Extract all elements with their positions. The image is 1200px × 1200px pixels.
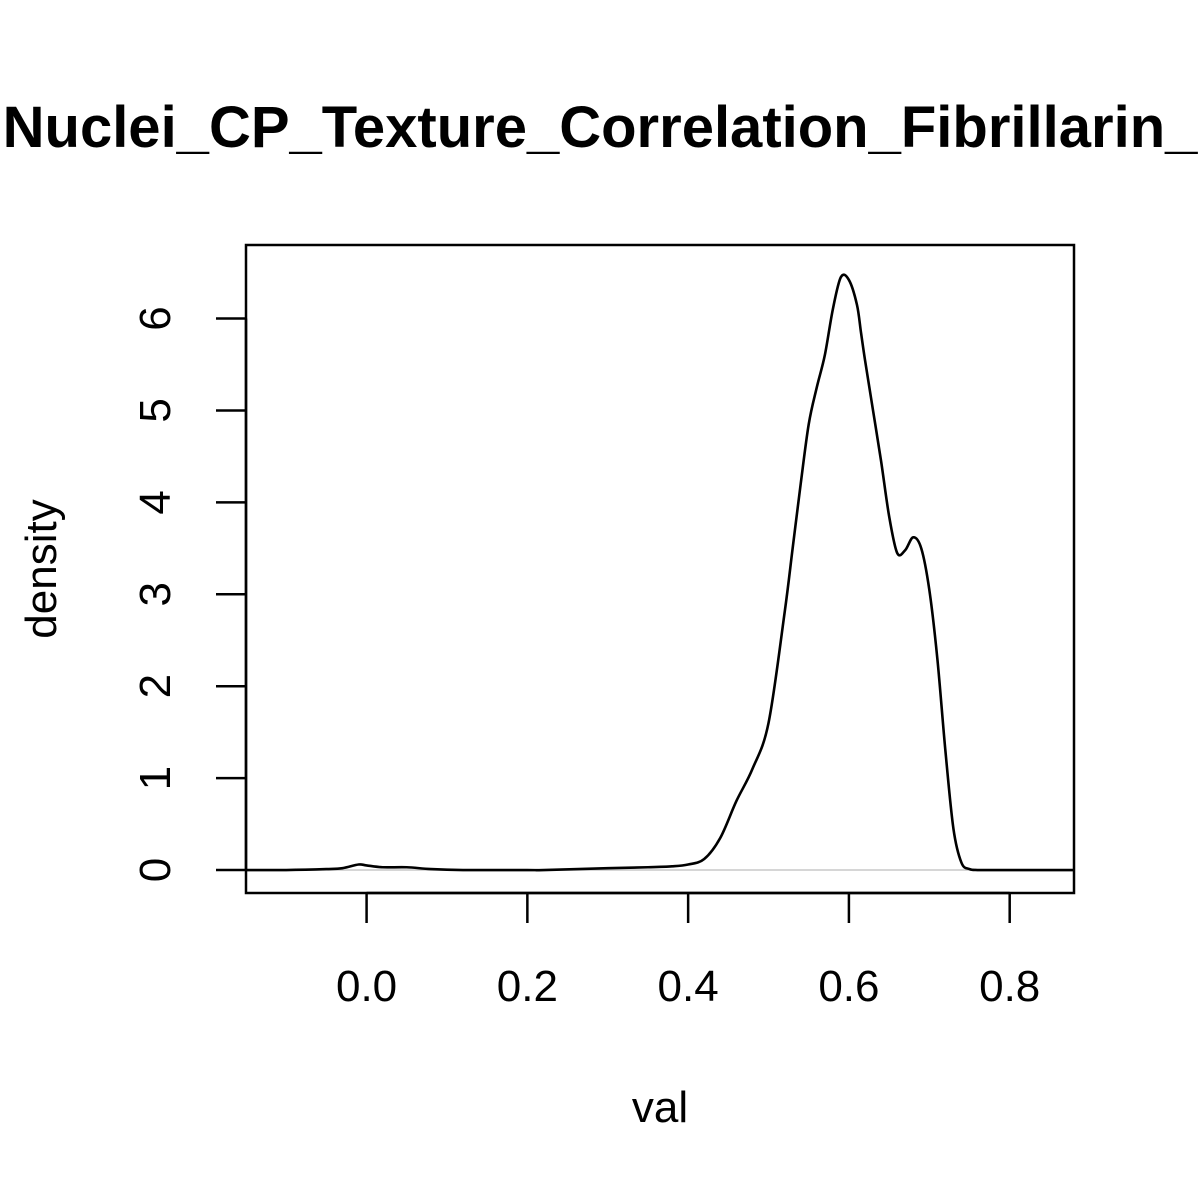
density-curve (245, 273, 1074, 872)
y-axis: 0 1 2 3 4 5 6 (131, 306, 248, 882)
y-tick-label: 0 (131, 858, 180, 882)
x-tick-label: 0.0 (336, 962, 397, 1011)
chart-title: Nuclei_CP_Texture_Correlation_Fibrillari… (3, 95, 1198, 160)
x-tick-label: 0.6 (818, 962, 879, 1011)
x-axis-label: val (632, 1083, 688, 1132)
x-tick-label: 0.8 (979, 962, 1040, 1011)
y-tick-label: 6 (131, 306, 180, 330)
y-tick-label: 1 (131, 766, 180, 790)
y-tick-label: 5 (131, 398, 180, 422)
y-tick-label: 3 (131, 582, 180, 606)
x-tick-label: 0.4 (658, 962, 719, 1011)
y-tick-label: 2 (131, 674, 180, 698)
x-axis: 0.0 0.2 0.4 0.6 0.8 (336, 891, 1040, 1011)
y-tick-label: 4 (131, 490, 180, 514)
x-tick-label: 0.2 (497, 962, 558, 1011)
y-axis-label: density (17, 499, 66, 638)
